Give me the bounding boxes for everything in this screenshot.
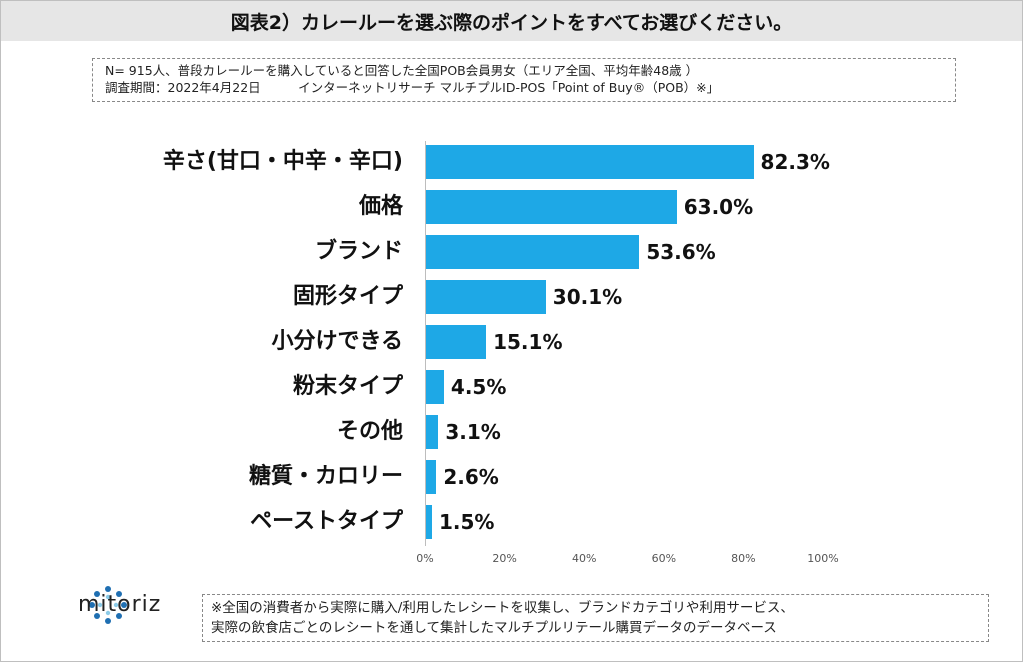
category-label: その他 [336, 419, 403, 444]
bar [426, 280, 546, 314]
x-tick-label: 20% [492, 552, 517, 565]
footnote-line-2: 実際の飲食店ごとのレシートを通して集計したマルチプルリテール購買データのデータベ… [211, 620, 777, 636]
bar [426, 505, 432, 539]
x-tick-label: 100% [807, 552, 839, 565]
category-label: ブランド [314, 239, 403, 264]
category-label: 固形タイプ [292, 284, 403, 309]
footnote: ※全国の消費者から実際に購入/利用したレシートを収集し、ブランドカテゴリや利用サ… [202, 594, 989, 642]
value-label: 63.0% [683, 195, 754, 219]
mitoriz-logo-icon [89, 586, 127, 624]
bar [426, 415, 439, 449]
bar [426, 190, 677, 224]
bar [426, 235, 640, 269]
value-label: 1.5% [438, 510, 495, 534]
value-label: 15.1% [493, 330, 563, 354]
survey-note: N= 915人、普段カレールーを購入していると回答した全国POB会員男女（エリア… [92, 58, 956, 102]
bar [426, 325, 487, 359]
category-label: ペーストタイプ [250, 509, 403, 534]
survey-note-line-2: 調査期間：2022年4月22日 インターネットリサーチ マルチプルID-POS「… [105, 80, 720, 95]
page-title: 図表2）カレールーを選ぶ際のポイントをすべてお選びください。 [230, 11, 793, 34]
category-label: 粉末タイプ [292, 374, 403, 399]
value-label: 3.1% [445, 420, 501, 444]
bar [426, 145, 754, 179]
value-label: 53.6% [646, 240, 716, 264]
y-axis-line [425, 141, 426, 546]
value-label: 4.5% [450, 375, 507, 399]
bar [426, 370, 444, 404]
value-label: 30.1% [552, 285, 623, 309]
survey-note-line-1: N= 915人、普段カレールーを購入していると回答した全国POB会員男女（エリア… [105, 63, 699, 78]
value-label: 2.6% [443, 465, 499, 489]
header-band: 図表2）カレールーを選ぶ際のポイントをすべてお選びください。 [1, 1, 1022, 41]
category-label: 糖質・カロリー [248, 464, 403, 489]
value-label: 82.3% [760, 150, 830, 174]
footnote-line-1: ※全国の消費者から実際に購入/利用したレシートを収集し、ブランドカテゴリや利用サ… [211, 600, 794, 616]
category-label: 辛さ(甘口・中辛・辛口) [162, 149, 403, 174]
bar [426, 460, 437, 494]
logo-text: mitoriz [78, 592, 162, 617]
category-label: 小分けできる [271, 329, 403, 354]
x-tick-label: 40% [571, 552, 597, 565]
x-tick-label: 80% [731, 552, 756, 565]
x-tick-label: 60% [651, 552, 677, 565]
category-label: 価格 [358, 194, 403, 219]
x-tick-label: 0% [416, 552, 434, 565]
